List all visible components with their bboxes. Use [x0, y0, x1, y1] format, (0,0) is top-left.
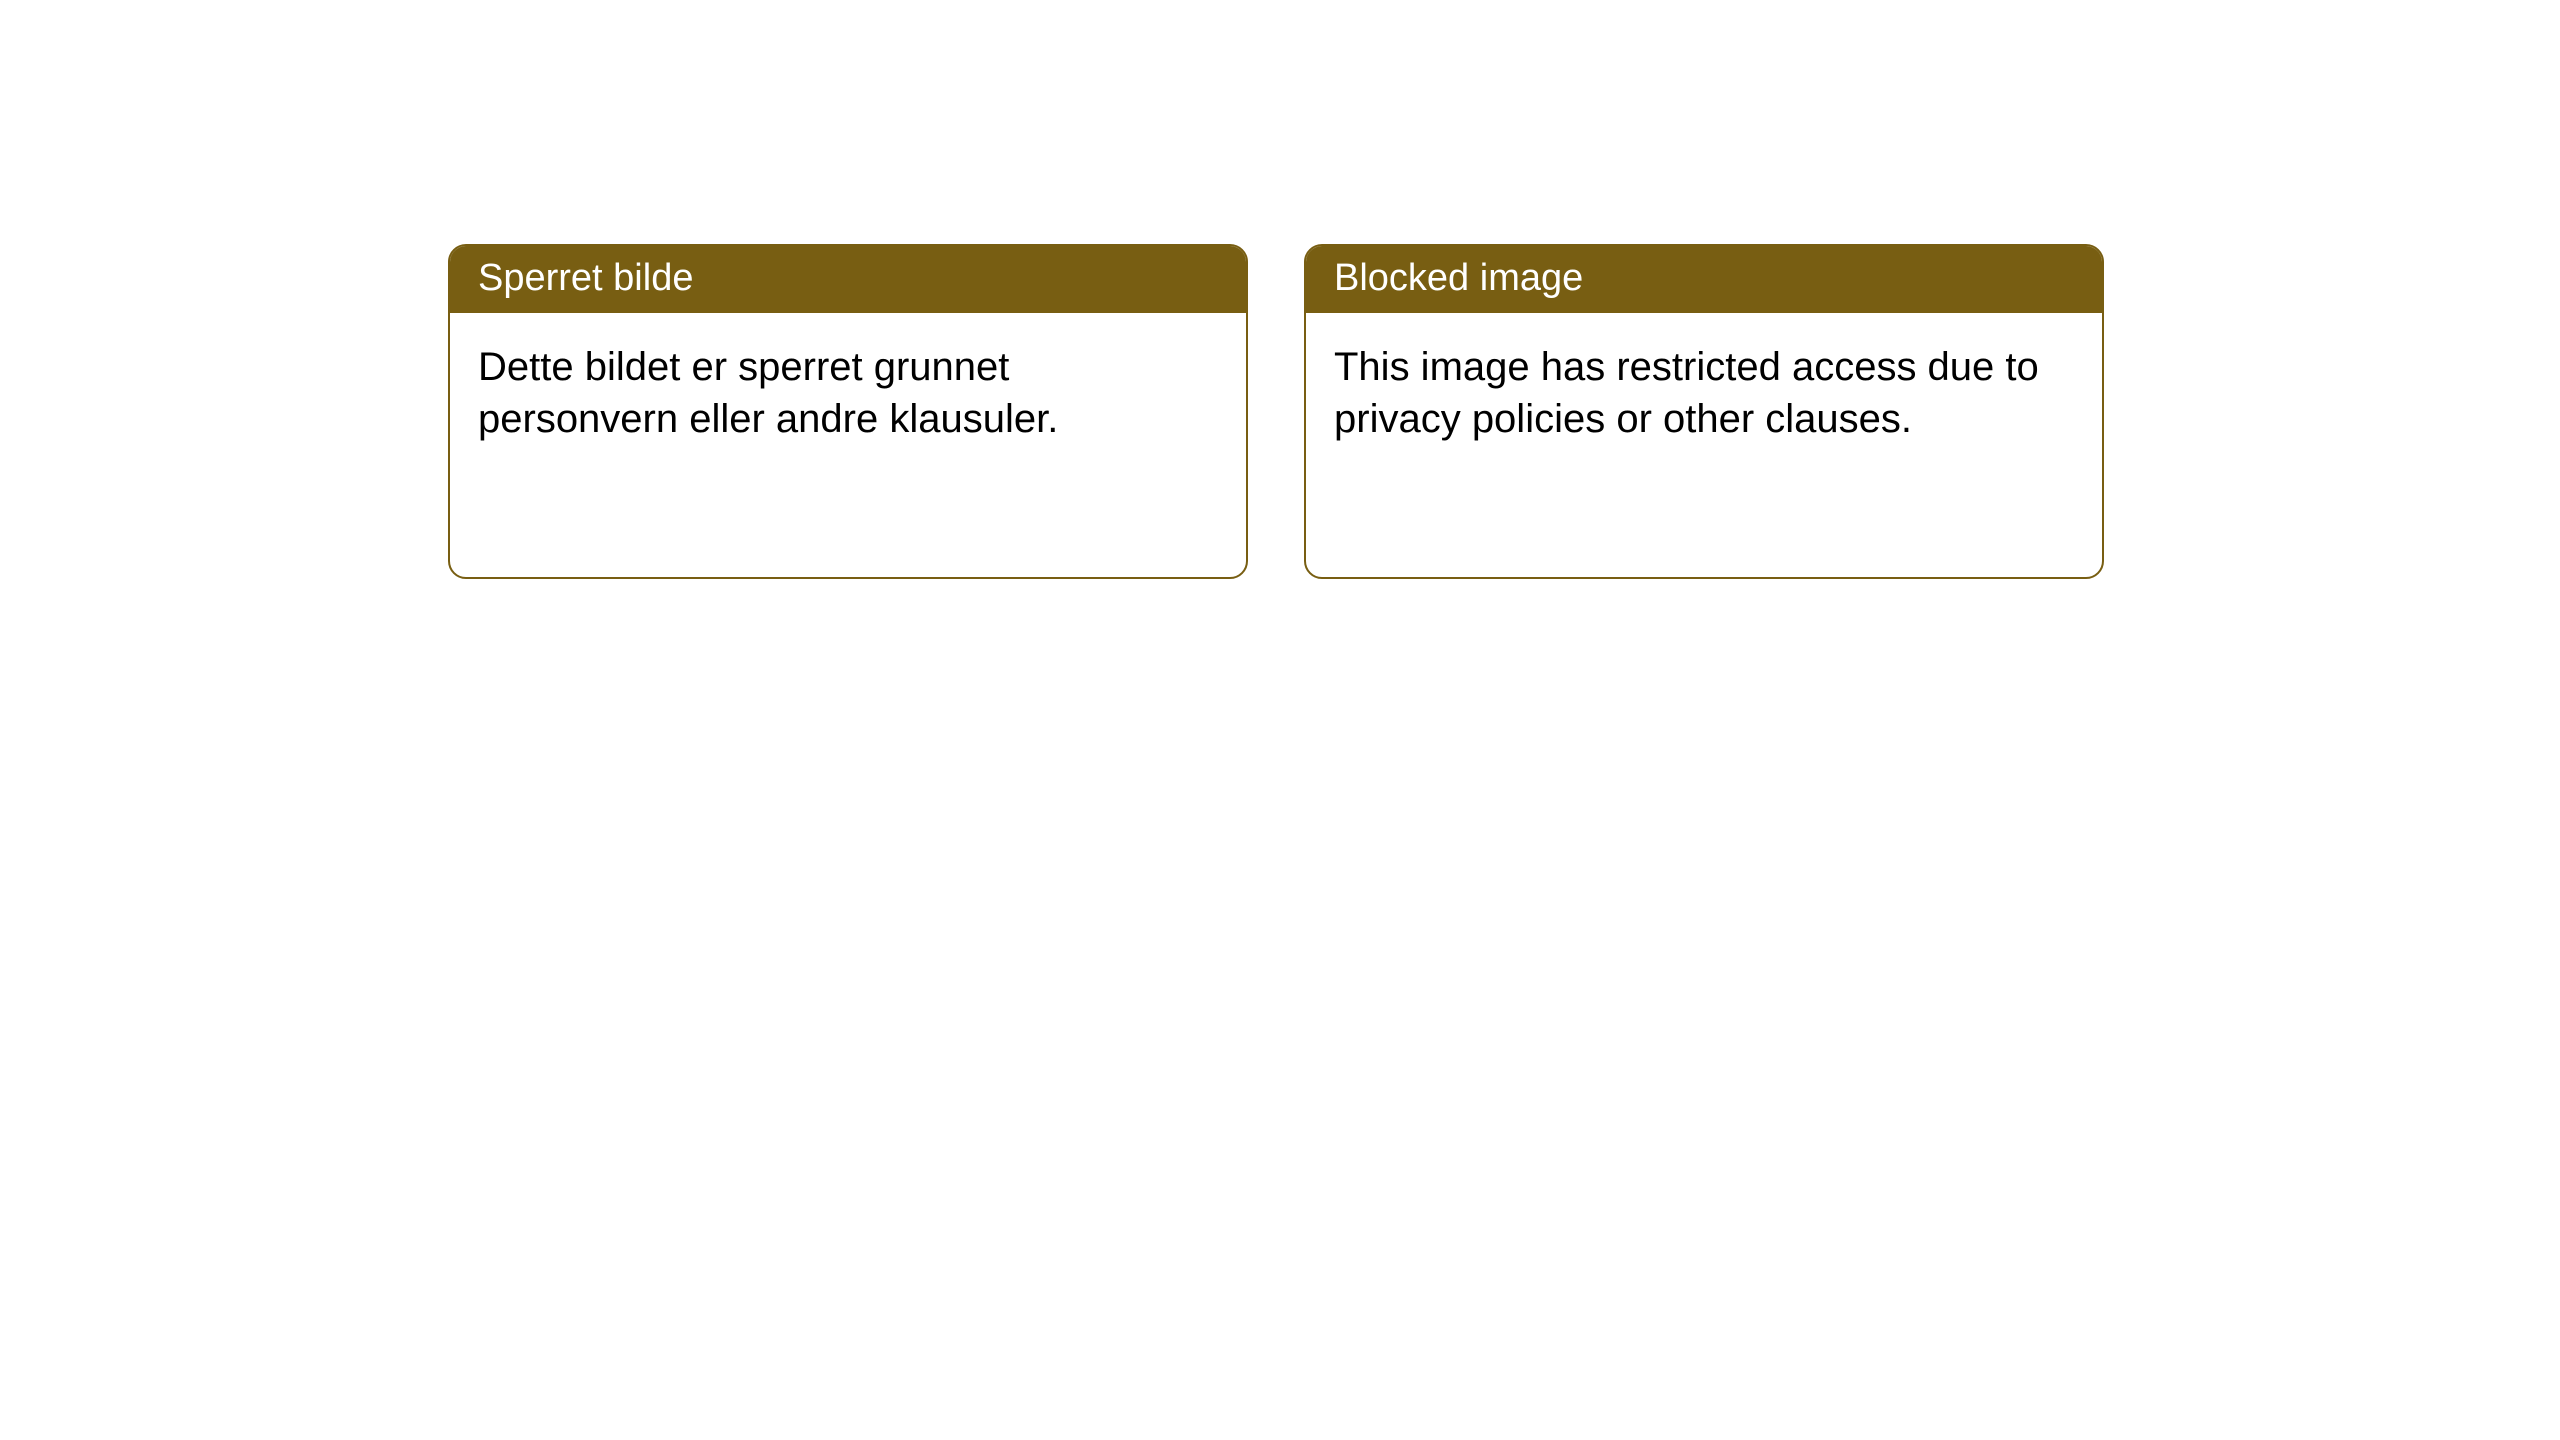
- notice-header-text: Sperret bilde: [478, 257, 693, 299]
- notice-card-body: Dette bildet er sperret grunnet personve…: [450, 313, 1246, 473]
- notice-body-text: This image has restricted access due to …: [1334, 345, 2039, 441]
- notice-header-text: Blocked image: [1334, 257, 1583, 299]
- notice-card-body: This image has restricted access due to …: [1306, 313, 2102, 473]
- notice-body-text: Dette bildet er sperret grunnet personve…: [478, 345, 1058, 441]
- notice-card-english: Blocked image This image has restricted …: [1304, 244, 2104, 579]
- notice-card-norwegian: Sperret bilde Dette bildet er sperret gr…: [448, 244, 1248, 579]
- notice-card-header: Blocked image: [1306, 246, 2102, 313]
- notice-container: Sperret bilde Dette bildet er sperret gr…: [0, 0, 2560, 579]
- notice-card-header: Sperret bilde: [450, 246, 1246, 313]
